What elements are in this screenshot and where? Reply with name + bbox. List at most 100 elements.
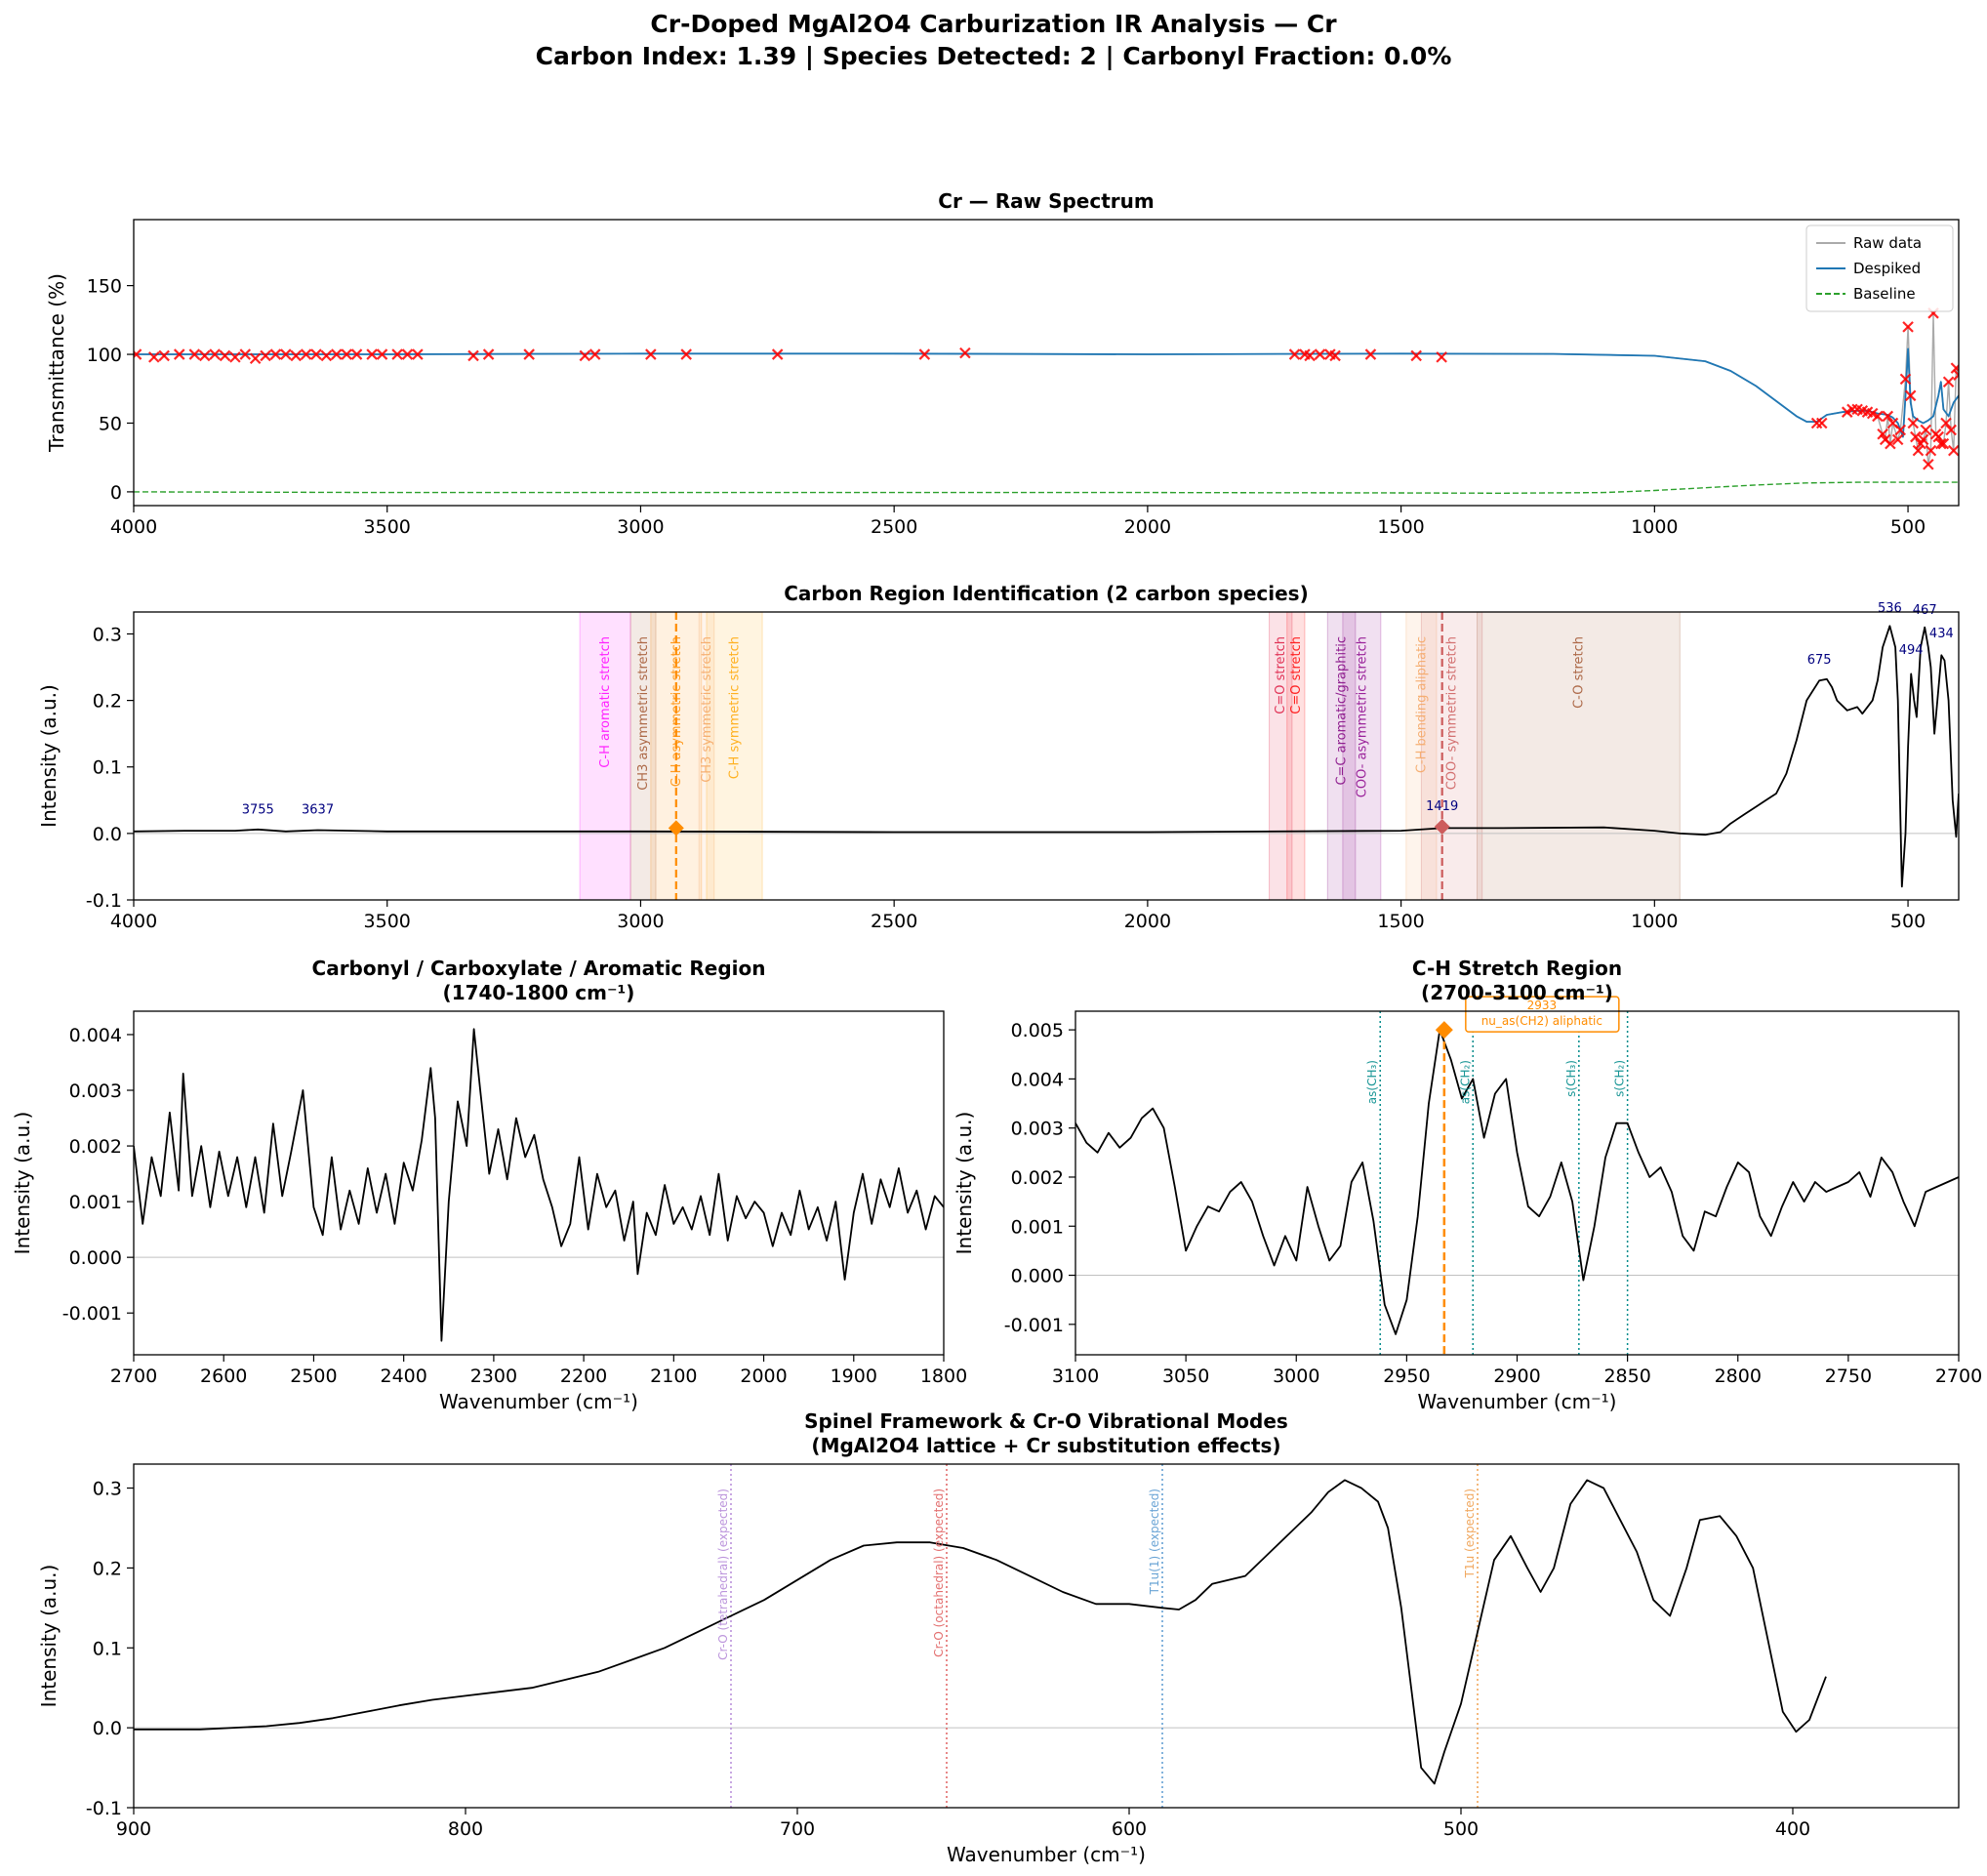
species-marker-diamond	[1434, 819, 1450, 836]
spike-marker-stroke	[1932, 430, 1944, 443]
spike-marker	[239, 348, 252, 360]
region-label: COO- symmetric stretch	[1445, 636, 1460, 790]
spike-marker	[249, 352, 262, 365]
x-tick-label: 500	[1443, 1818, 1479, 1840]
y-tick-label: 0.003	[69, 1081, 122, 1102]
spike-marker-stroke	[1815, 417, 1828, 429]
spike-marker	[1894, 424, 1907, 436]
spike-marker-stroke	[239, 348, 252, 360]
spike-marker-stroke	[260, 349, 271, 362]
x-tick-label: 2500	[290, 1366, 337, 1387]
spike-marker	[680, 348, 692, 360]
x-tick-label: 3000	[1273, 1366, 1319, 1387]
x-tick-label: 2900	[1493, 1366, 1540, 1387]
spike-marker	[158, 349, 170, 362]
spike-marker	[1899, 373, 1912, 386]
panel-title-line1: Spinel Framework & Cr-O Vibrational Mode…	[804, 1409, 1288, 1433]
spike-marker-stroke	[1950, 363, 1959, 374]
spike-marker	[1948, 444, 1959, 457]
plot-area-raw	[134, 307, 1959, 494]
region-label: C-H symmetric stretch	[728, 636, 743, 779]
spike-marker	[350, 348, 363, 360]
x-tick-label: 3100	[1052, 1366, 1099, 1387]
x-tick-label: 900	[116, 1818, 151, 1840]
axes-frame	[133, 611, 1960, 901]
spike-marker-stroke	[1920, 424, 1932, 436]
y-tick-label: 150	[87, 276, 122, 298]
region-label: C-O stretch	[1571, 636, 1586, 709]
spike-marker	[209, 348, 221, 360]
y-tick-label: -0.1	[86, 1798, 122, 1819]
spike-marker	[412, 348, 424, 360]
spike-marker	[1815, 417, 1828, 429]
spike-marker	[588, 348, 601, 360]
spike-marker	[300, 348, 312, 360]
x-tick-label: 700	[780, 1818, 815, 1840]
y-tick-label: 0.0	[93, 824, 122, 845]
y-tick-label: 0.2	[93, 1558, 122, 1579]
x-tick-label: 2000	[740, 1366, 787, 1387]
y-axis-label: Intensity (a.u.)	[37, 684, 61, 828]
panel-raw: 4000 3500 3000 2500 2000 1500 1000 500 0 50 100 150…	[45, 189, 1960, 538]
spike-marker	[134, 348, 142, 360]
y-tick-label: 0.1	[93, 1638, 122, 1659]
spike-marker-stroke	[198, 349, 211, 362]
reference-line-label: as(CH₃)	[1365, 1060, 1379, 1104]
spike-marker	[1872, 410, 1884, 423]
x-tick-label: 2850	[1603, 1366, 1650, 1387]
spike-marker	[1364, 348, 1377, 360]
x-tick-label: 500	[1890, 516, 1926, 538]
y-axis-label: Intensity (a.u.)	[11, 1112, 34, 1255]
spike-marker-stroke	[1872, 410, 1884, 423]
region-band	[1286, 612, 1306, 900]
region-label: C-H asymmetric stretch	[669, 636, 684, 787]
spike-marker-stroke	[158, 349, 170, 362]
y-tick-label: 0.000	[1011, 1266, 1064, 1287]
spike-marker	[366, 348, 378, 360]
peak-annotation-box	[1465, 996, 1620, 1033]
y-tick-label: 0.000	[69, 1247, 122, 1269]
panel-title-line2: (MgAl2O4 lattice + Cr substitution effec…	[811, 1434, 1280, 1457]
spike-marker	[269, 348, 282, 360]
spike-marker-stroke	[229, 351, 241, 363]
spike-marker	[1925, 444, 1937, 457]
spike-marker	[280, 348, 292, 360]
spike-marker	[198, 349, 211, 362]
x-tick-label: 3500	[364, 911, 411, 932]
spike-marker	[1314, 348, 1326, 360]
spike-marker-stroke	[209, 348, 221, 360]
region-label: C=C aromatic/graphitic	[1335, 636, 1350, 786]
spike-marker-stroke	[366, 348, 378, 360]
y-tick-label: -0.1	[86, 890, 122, 912]
spike-marker-stroke	[401, 348, 414, 360]
spike-marker	[918, 348, 931, 360]
region-band	[1269, 612, 1293, 900]
spike-marker-stroke	[249, 352, 262, 365]
spike-marker-stroke	[330, 348, 343, 360]
y-axis-label: Intensity (a.u.)	[953, 1112, 976, 1255]
legend-frame	[1805, 224, 1954, 312]
peak-label: 675	[1807, 653, 1832, 668]
x-tick-label: 1800	[920, 1366, 967, 1387]
region-band	[698, 612, 715, 900]
panel-title: Cr — Raw Spectrum	[938, 189, 1154, 213]
peak-label: 3755	[242, 802, 274, 817]
x-tick-label: 2700	[110, 1366, 157, 1387]
x-tick-label: 500	[1890, 911, 1926, 932]
spike-marker-stroke	[1948, 444, 1959, 457]
peak-label: 467	[1913, 603, 1937, 618]
spike-marker	[1910, 430, 1922, 443]
x-tick-label: 2800	[1715, 1366, 1762, 1387]
spike-marker-stroke	[173, 348, 185, 360]
spike-marker	[1304, 349, 1316, 362]
spike-marker	[229, 351, 241, 363]
series-raw-data	[134, 348, 1959, 437]
spike-marker-stroke	[1856, 405, 1869, 417]
spike-marker-stroke	[1902, 321, 1914, 333]
spike-marker-stroke	[1885, 437, 1896, 450]
reference-line-label: T1u (expected)	[1463, 1489, 1477, 1578]
x-tick-label: 1500	[1377, 516, 1424, 538]
spike-marker-stroke	[579, 349, 591, 362]
panel-title-line2: (2700-3100 cm⁻¹)	[1421, 981, 1613, 1004]
